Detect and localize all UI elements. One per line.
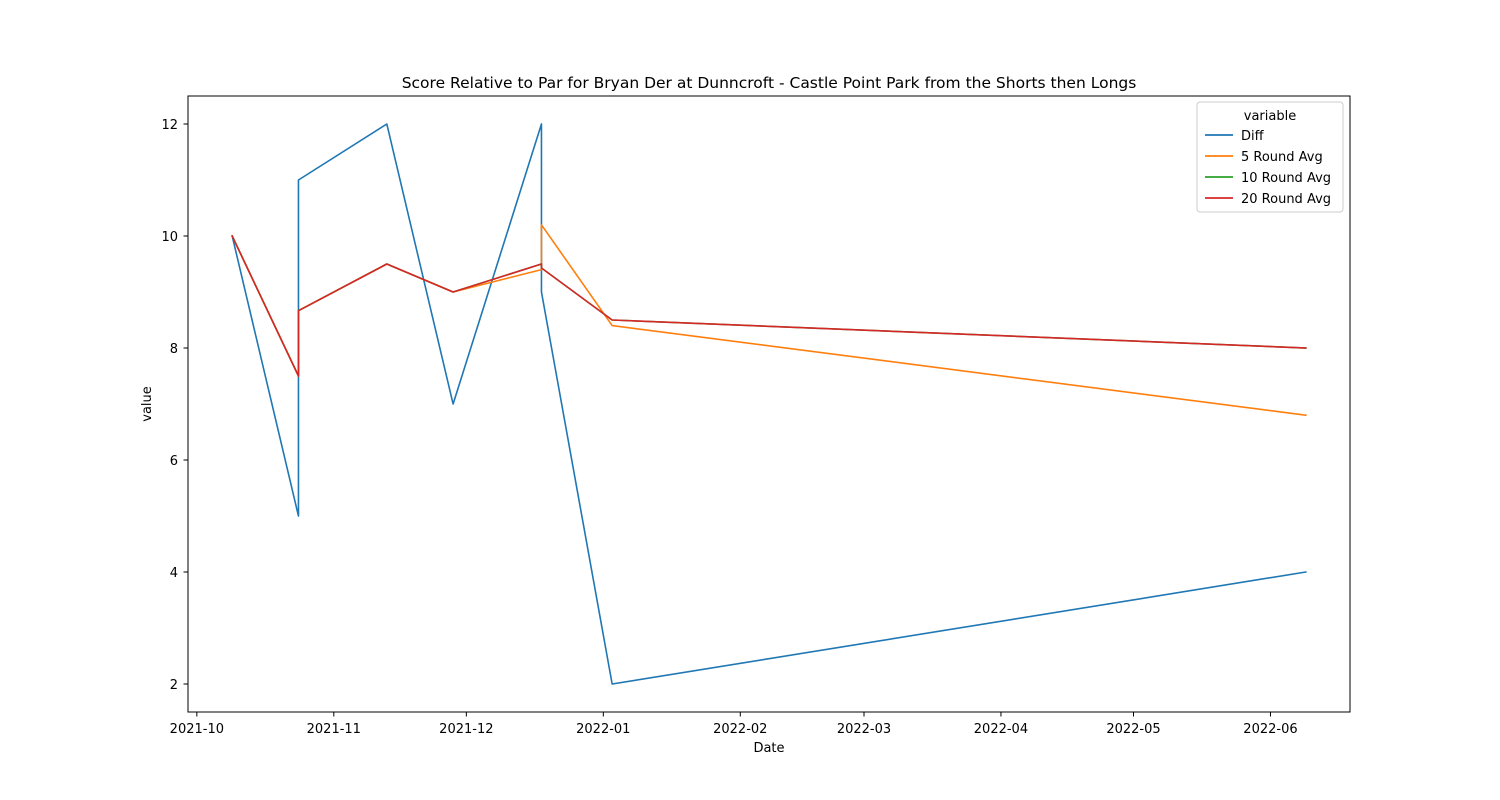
series-layer	[231, 123, 1307, 685]
y-axis-title: value	[140, 386, 155, 422]
y-axis: 2 4 6 8 10 12	[161, 118, 188, 693]
x-tick-label: 2021-11	[307, 722, 361, 737]
legend-label: Diff	[1241, 129, 1265, 144]
x-tick-label: 2022-03	[837, 722, 891, 737]
x-tick-label: 2022-02	[713, 722, 767, 737]
x-tick-label: 2022-05	[1106, 722, 1160, 737]
legend-label: 20 Round Avg	[1241, 192, 1331, 207]
y-tick-label: 2	[170, 678, 178, 693]
y-tick-label: 12	[161, 118, 178, 133]
legend-title: variable	[1244, 109, 1296, 124]
y-tick-label: 8	[170, 342, 178, 357]
y-tick-label: 6	[170, 454, 178, 469]
x-tick-label: 2022-04	[974, 722, 1028, 737]
x-tick-label: 2022-01	[576, 722, 630, 737]
legend-box	[1196, 101, 1344, 213]
legend: variable Diff 5 Round Avg 10 Round Avg 20 R…	[1196, 101, 1344, 213]
series-line-diff	[231, 123, 1307, 685]
x-tick-label: 2021-12	[439, 722, 493, 737]
legend-label: 5 Round Avg	[1241, 150, 1323, 165]
series-line-20-round-avg	[231, 234, 1307, 377]
legend-label: 10 Round Avg	[1241, 171, 1331, 186]
y-tick-label: 10	[161, 230, 178, 245]
x-axis: 2021-10 2021-11 2021-12 2022-01 2022-02 2022-…	[170, 712, 1298, 737]
y-tick-label: 4	[170, 566, 178, 581]
legend-items: Diff 5 Round Avg 10 Round Avg 20 Round Avg	[1205, 129, 1331, 207]
x-tick-label: 2022-06	[1243, 722, 1297, 737]
x-axis-title: Date	[753, 741, 784, 756]
chart-title: Score Relative to Par for Bryan Der at D…	[402, 74, 1137, 92]
plot-area-frame	[187, 95, 1351, 713]
x-tick-label: 2021-10	[170, 722, 224, 737]
